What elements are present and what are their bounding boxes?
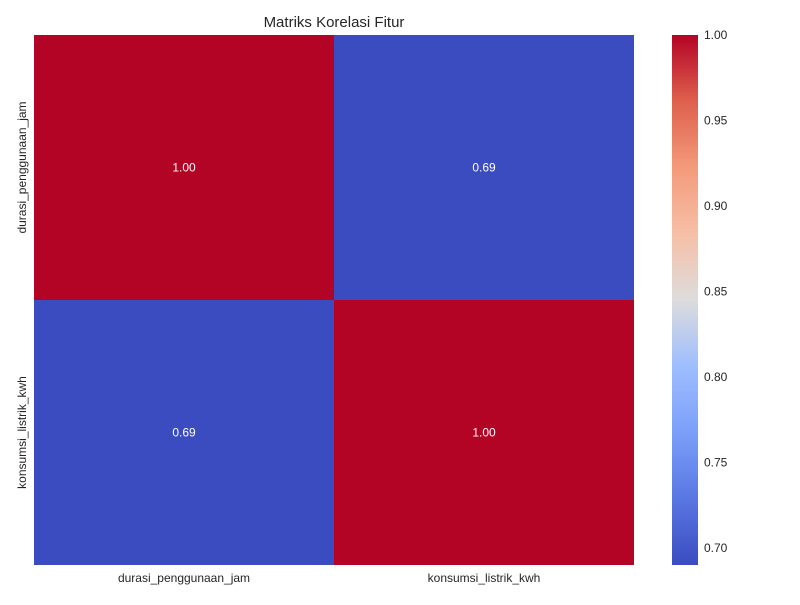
colorbar-tick-label-1: 0.75 (704, 455, 728, 469)
colorbar (672, 35, 698, 565)
y-tick-labels: durasi_penggunaan_jam konsumsi_listrik_kw… (15, 101, 29, 488)
colorbar-tick-label-0: 0.70 (704, 541, 728, 555)
cell-annotation-1-0: 0.69 (172, 426, 196, 440)
x-tick-label-1: konsumsi_listrik_kwh (428, 571, 541, 585)
chart-title: Matriks Korelasi Fitur (264, 14, 405, 31)
cell-annotation-0-0: 1.00 (172, 161, 196, 175)
colorbar-tick-label-3: 0.85 (704, 284, 728, 298)
x-tick-label-0: durasi_penggunaan_jam (118, 571, 250, 585)
colorbar-tick-labels: 0.70 0.75 0.80 0.85 0.90 0.95 1.00 (704, 28, 728, 555)
colorbar-tick-label-2: 0.80 (704, 370, 728, 384)
colorbar-tick-label-6: 1.00 (704, 28, 728, 42)
y-tick-label-0: durasi_penggunaan_jam (15, 101, 29, 233)
y-tick-label-1: konsumsi_listrik_kwh (15, 376, 29, 489)
cell-annotation-1-1: 1.00 (472, 426, 496, 440)
heatmap-cells (34, 35, 634, 565)
colorbar-tick-label-4: 0.90 (704, 199, 728, 213)
colorbar-tick-label-5: 0.95 (704, 113, 728, 127)
x-tick-labels: durasi_penggunaan_jam konsumsi_listrik_kw… (118, 571, 540, 585)
cell-annotation-0-1: 0.69 (472, 161, 496, 175)
